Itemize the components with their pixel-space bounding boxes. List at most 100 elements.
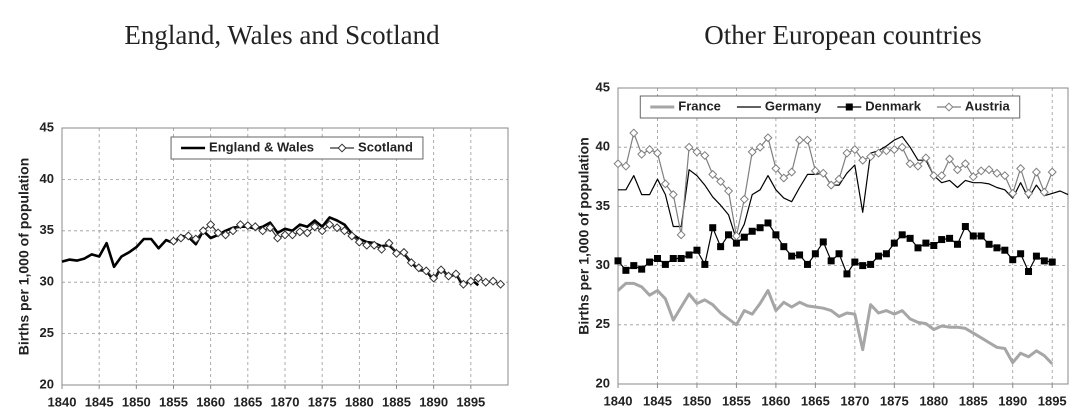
marker bbox=[168, 236, 179, 246]
marker bbox=[325, 220, 335, 230]
marker bbox=[946, 234, 954, 242]
marker bbox=[867, 260, 875, 268]
marker bbox=[1024, 188, 1034, 198]
y-tick-label: 25 bbox=[596, 316, 610, 331]
x-tick-label: 1875 bbox=[308, 394, 337, 409]
marker bbox=[952, 165, 962, 175]
legend-label: Denmark bbox=[865, 98, 921, 113]
marker bbox=[922, 239, 930, 247]
marker bbox=[444, 271, 454, 281]
marker bbox=[287, 230, 297, 240]
marker bbox=[481, 277, 491, 287]
marker bbox=[772, 231, 780, 239]
x-tick-label: 1860 bbox=[196, 394, 225, 409]
marker bbox=[637, 149, 647, 159]
y-tick-label: 35 bbox=[596, 198, 610, 213]
marker bbox=[221, 230, 231, 240]
legend-label: Scotland bbox=[358, 139, 413, 154]
marker bbox=[213, 228, 223, 238]
marker bbox=[913, 161, 923, 171]
marker bbox=[1001, 246, 1009, 254]
marker bbox=[882, 250, 890, 258]
marker bbox=[369, 240, 379, 250]
marker bbox=[1000, 171, 1010, 181]
marker bbox=[1032, 252, 1040, 260]
marker bbox=[191, 234, 201, 244]
marker bbox=[339, 226, 349, 236]
plot-frame bbox=[61, 127, 509, 386]
marker bbox=[1008, 188, 1018, 198]
marker bbox=[429, 273, 439, 283]
marker bbox=[700, 150, 710, 160]
marker bbox=[725, 231, 733, 239]
marker bbox=[496, 279, 506, 289]
y-axis-label: Births per 1,000 of population bbox=[576, 137, 592, 335]
marker bbox=[669, 254, 677, 262]
marker bbox=[684, 142, 694, 152]
marker bbox=[310, 222, 320, 232]
marker bbox=[183, 231, 193, 241]
chart-title: England, Wales and Scotland bbox=[124, 20, 440, 50]
marker bbox=[850, 145, 860, 155]
marker bbox=[473, 273, 483, 283]
marker bbox=[851, 258, 859, 266]
marker bbox=[739, 194, 749, 204]
marker bbox=[929, 171, 939, 181]
marker bbox=[406, 258, 416, 268]
marker bbox=[890, 239, 898, 247]
marker bbox=[803, 260, 811, 268]
marker bbox=[906, 234, 914, 242]
marker bbox=[740, 233, 748, 241]
marker bbox=[845, 103, 853, 111]
x-tick-label: 1845 bbox=[85, 394, 114, 409]
marker bbox=[354, 237, 364, 247]
marker bbox=[377, 244, 387, 254]
marker bbox=[488, 276, 498, 286]
marker bbox=[858, 155, 868, 165]
marker bbox=[827, 257, 835, 265]
marker bbox=[421, 266, 431, 276]
marker bbox=[265, 223, 275, 233]
marker bbox=[622, 266, 630, 274]
marker bbox=[914, 244, 922, 252]
legend-label: France bbox=[678, 98, 721, 113]
marker bbox=[399, 247, 409, 257]
y-tick-label: 45 bbox=[596, 79, 610, 94]
x-tick-label: 1895 bbox=[1038, 393, 1067, 408]
marker bbox=[1039, 187, 1049, 197]
marker bbox=[243, 221, 253, 231]
marker bbox=[779, 173, 789, 183]
marker bbox=[676, 230, 686, 240]
marker bbox=[756, 224, 764, 232]
marker bbox=[629, 128, 639, 138]
marker bbox=[1040, 257, 1048, 265]
marker bbox=[250, 222, 260, 232]
marker bbox=[984, 165, 994, 175]
marker bbox=[930, 241, 938, 249]
marker bbox=[881, 146, 891, 156]
marker bbox=[613, 159, 623, 169]
marker bbox=[795, 135, 805, 145]
marker bbox=[938, 236, 946, 244]
marker bbox=[660, 179, 670, 189]
series-line bbox=[616, 281, 1054, 365]
marker bbox=[701, 260, 709, 268]
marker bbox=[1017, 250, 1025, 258]
x-tick-label: 1860 bbox=[761, 393, 790, 408]
marker bbox=[614, 257, 622, 265]
marker bbox=[258, 226, 268, 236]
marker bbox=[1048, 258, 1056, 266]
x-tick-label: 1880 bbox=[919, 393, 948, 408]
y-tick-label: 20 bbox=[596, 375, 610, 390]
marker bbox=[905, 159, 915, 169]
x-tick-label: 1890 bbox=[998, 393, 1027, 408]
marker bbox=[889, 145, 899, 155]
marker bbox=[755, 142, 765, 152]
marker bbox=[1031, 167, 1041, 177]
legend-box bbox=[170, 136, 424, 160]
marker bbox=[646, 258, 654, 266]
marker bbox=[652, 148, 662, 158]
marker bbox=[677, 254, 685, 262]
marker bbox=[708, 169, 718, 179]
